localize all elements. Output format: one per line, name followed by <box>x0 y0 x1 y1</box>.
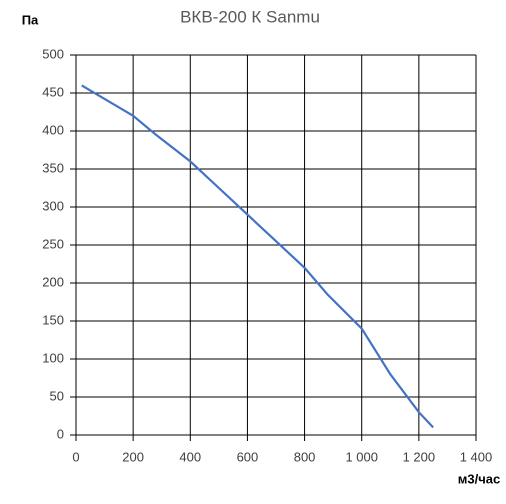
y-tick-label: 400 <box>42 122 64 137</box>
y-tick-label: 150 <box>42 312 64 327</box>
y-tick-label: 100 <box>42 350 64 365</box>
chart-title: ВКВ-200 К Sanmu <box>180 7 320 26</box>
y-tick-label: 350 <box>42 160 64 175</box>
x-tick-label: 0 <box>72 449 79 464</box>
x-tick-label: 1 000 <box>345 449 378 464</box>
x-tick-label: 400 <box>179 449 201 464</box>
y-tick-label: 200 <box>42 274 64 289</box>
line-series <box>81 84 434 429</box>
x-tick-label: 800 <box>294 449 316 464</box>
x-tick-label: 600 <box>237 449 259 464</box>
y-tick-label: 250 <box>42 236 64 251</box>
x-tick-label: 1 400 <box>460 449 493 464</box>
y-tick-label: 0 <box>57 426 64 441</box>
y-tick-label: 50 <box>50 388 64 403</box>
y-tick-label: 300 <box>42 198 64 213</box>
y-tick-label: 500 <box>42 46 64 61</box>
x-tick-label: 200 <box>122 449 144 464</box>
x-tick-label: 1 200 <box>403 449 436 464</box>
y-tick-label: 450 <box>42 84 64 99</box>
y-axis-label: Па <box>22 12 39 27</box>
x-axis-label: м3/час <box>458 471 500 486</box>
